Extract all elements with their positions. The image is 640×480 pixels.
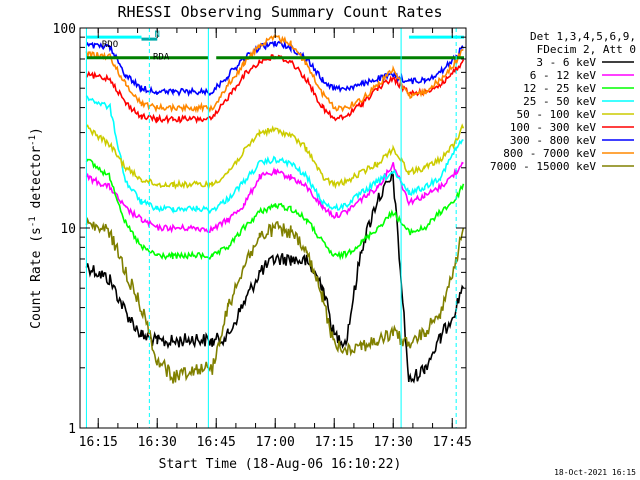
x-tick-label-1615: 16:15	[79, 435, 118, 450]
x-tick-label-1745: 17:45	[433, 435, 472, 450]
chart-title: RHESSI Observing Summary Count Rates	[117, 3, 442, 21]
x-tick-label-1645: 16:45	[197, 435, 236, 450]
x-tick-label-1700: 17:00	[256, 435, 295, 450]
series-line-50to100keV	[85, 123, 465, 190]
flag-labels: RDO N RDA	[102, 30, 170, 63]
flag-label-rda: RDA	[153, 53, 170, 63]
legend-entry-label: 50 - 100 keV	[517, 108, 597, 121]
series-line-800to7000keV	[85, 33, 464, 114]
series-line-12to25keV	[85, 158, 465, 261]
flag-lines	[86, 35, 465, 60]
legend-entry-label: 800 - 7000 keV	[503, 147, 596, 160]
x-tick-label-1715: 17:15	[315, 435, 354, 450]
x-axis-ticks: 16:15 16:30 16:45 17:00 17:15 17:30 17:45	[79, 28, 472, 450]
plot-lines	[85, 33, 465, 384]
legend-entry-label: 25 - 50 keV	[523, 95, 596, 108]
legend-entry-label: 12 - 25 keV	[523, 82, 596, 95]
series-line-6to12keV	[85, 161, 464, 234]
legend-entry-label: 6 - 12 keV	[530, 69, 597, 82]
y-axis-label: Count Rate (s-1 detector-1)	[28, 127, 44, 329]
x-tick-label-1630: 16:30	[138, 435, 177, 450]
y-tick-label-100: 100	[53, 22, 76, 37]
x-axis-label: Start Time (18-Aug-06 16:10:22)	[159, 457, 402, 472]
x-tick-label-1730: 17:30	[374, 435, 413, 450]
legend-header-line-1: Det 1,3,4,5,6,9,	[530, 30, 636, 43]
legend-entry-label: 100 - 300 keV	[510, 121, 596, 134]
legend-entry-label: 7000 - 15000 keV	[490, 160, 596, 173]
footer-timestamp: 18-Oct-2021 16:15	[554, 468, 636, 477]
series-line-300to800keV	[85, 39, 465, 97]
y-tick-label-1: 1	[68, 422, 76, 437]
flag-label-rdo: RDO	[102, 40, 118, 50]
legend-entry-label: 3 - 6 keV	[536, 56, 596, 69]
y-tick-label-10: 10	[60, 222, 76, 237]
legend-entry-label: 300 - 800 keV	[510, 134, 596, 147]
y-axis-ticks: 1 10 100	[53, 22, 466, 437]
legend: Det 1,3,4,5,6,9, FDecim 2, Att 0 3 - 6 k…	[490, 30, 636, 173]
flag-label-n: N	[155, 30, 160, 40]
legend-header-line-2: FDecim 2, Att 0	[537, 43, 636, 56]
